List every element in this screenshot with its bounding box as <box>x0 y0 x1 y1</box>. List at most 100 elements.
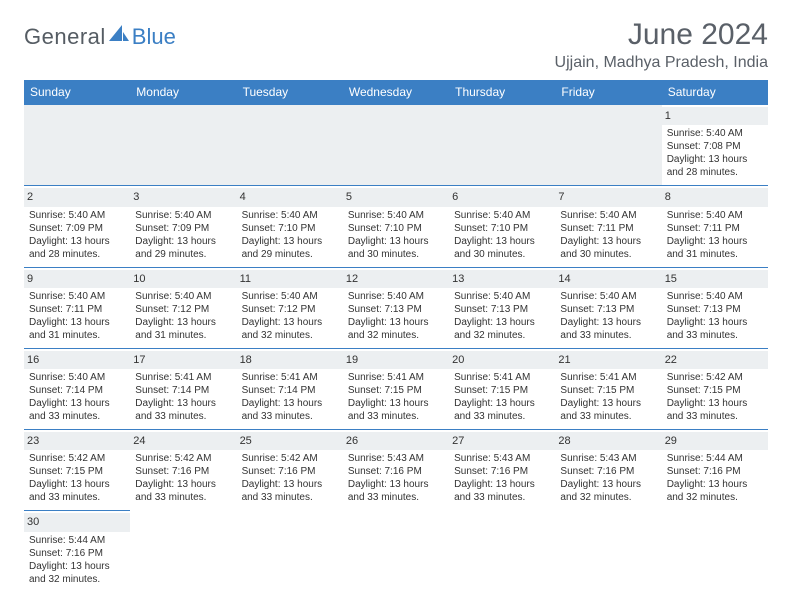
day-details: Sunrise: 5:43 AMSunset: 7:16 PMDaylight:… <box>559 452 657 504</box>
daylight-text: Daylight: 13 hours and 32 minutes. <box>667 478 763 504</box>
day-number: 24 <box>130 432 236 450</box>
day-number: 18 <box>237 351 343 369</box>
sunset-text: Sunset: 7:15 PM <box>560 384 656 397</box>
day-details: Sunrise: 5:40 AMSunset: 7:09 PMDaylight:… <box>28 209 126 261</box>
sunrise-text: Sunrise: 5:41 AM <box>454 371 550 384</box>
daylight-text: Daylight: 13 hours and 32 minutes. <box>242 316 338 342</box>
sunrise-text: Sunrise: 5:40 AM <box>135 290 231 303</box>
calendar-row: 23Sunrise: 5:42 AMSunset: 7:15 PMDayligh… <box>24 430 768 511</box>
daylight-text: Daylight: 13 hours and 31 minutes. <box>667 235 763 261</box>
sunset-text: Sunset: 7:14 PM <box>135 384 231 397</box>
day-cell: 9Sunrise: 5:40 AMSunset: 7:11 PMDaylight… <box>24 267 130 348</box>
day-number: 13 <box>449 270 555 288</box>
day-details: Sunrise: 5:40 AMSunset: 7:11 PMDaylight:… <box>28 290 126 342</box>
sunset-text: Sunset: 7:10 PM <box>454 222 550 235</box>
day-number: 25 <box>237 432 343 450</box>
day-cell: 4Sunrise: 5:40 AMSunset: 7:10 PMDaylight… <box>237 186 343 267</box>
day-cell: 10Sunrise: 5:40 AMSunset: 7:12 PMDayligh… <box>130 267 236 348</box>
daylight-text: Daylight: 13 hours and 33 minutes. <box>560 397 656 423</box>
daylight-text: Daylight: 13 hours and 33 minutes. <box>242 478 338 504</box>
day-number: 6 <box>449 188 555 206</box>
empty-cell <box>130 105 236 186</box>
day-cell: 30Sunrise: 5:44 AMSunset: 7:16 PMDayligh… <box>24 511 130 592</box>
sunrise-text: Sunrise: 5:40 AM <box>348 290 444 303</box>
day-cell: 3Sunrise: 5:40 AMSunset: 7:09 PMDaylight… <box>130 186 236 267</box>
day-cell: 11 Sunrise: 5:40 AMSunset: 7:12 PMDayligh… <box>237 267 343 348</box>
calendar-row: 2Sunrise: 5:40 AMSunset: 7:09 PMDaylight… <box>24 186 768 267</box>
sunrise-text: Sunrise: 5:41 AM <box>242 371 338 384</box>
daylight-text: Daylight: 13 hours and 31 minutes. <box>29 316 125 342</box>
sunrise-text: Sunrise: 5:40 AM <box>135 209 231 222</box>
day-number: 29 <box>662 432 768 450</box>
daylight-text: Daylight: 13 hours and 33 minutes. <box>29 478 125 504</box>
weekday-header: Sunday <box>24 80 130 105</box>
daylight-text: Daylight: 13 hours and 32 minutes. <box>454 316 550 342</box>
calendar-row: 1Sunrise: 5:40 AMSunset: 7:08 PMDaylight… <box>24 105 768 186</box>
day-details: Sunrise: 5:44 AMSunset: 7:16 PMDaylight:… <box>28 534 126 586</box>
daylight-text: Daylight: 13 hours and 32 minutes. <box>348 316 444 342</box>
sunset-text: Sunset: 7:15 PM <box>29 465 125 478</box>
day-details: Sunrise: 5:40 AMSunset: 7:13 PMDaylight:… <box>453 290 551 342</box>
daylight-text: Daylight: 13 hours and 33 minutes. <box>135 397 231 423</box>
day-cell: 19Sunrise: 5:41 AMSunset: 7:15 PMDayligh… <box>343 348 449 429</box>
day-details: Sunrise: 5:42 AMSunset: 7:16 PMDaylight:… <box>134 452 232 504</box>
sunset-text: Sunset: 7:16 PM <box>242 465 338 478</box>
day-cell: 8Sunrise: 5:40 AMSunset: 7:11 PMDaylight… <box>662 186 768 267</box>
sunset-text: Sunset: 7:15 PM <box>454 384 550 397</box>
weekday-header: Thursday <box>449 80 555 105</box>
sunset-text: Sunset: 7:15 PM <box>667 384 763 397</box>
day-details: Sunrise: 5:41 AMSunset: 7:14 PMDaylight:… <box>241 371 339 423</box>
daylight-text: Daylight: 13 hours and 28 minutes. <box>667 153 763 179</box>
daylight-text: Daylight: 13 hours and 29 minutes. <box>135 235 231 261</box>
sunset-text: Sunset: 7:09 PM <box>29 222 125 235</box>
day-number: 19 <box>343 351 449 369</box>
day-cell: 27Sunrise: 5:43 AMSunset: 7:16 PMDayligh… <box>449 430 555 511</box>
day-cell: 7Sunrise: 5:40 AMSunset: 7:11 PMDaylight… <box>555 186 661 267</box>
sunrise-text: Sunrise: 5:42 AM <box>242 452 338 465</box>
day-cell: 23Sunrise: 5:42 AMSunset: 7:15 PMDayligh… <box>24 430 130 511</box>
weekday-header: Saturday <box>662 80 768 105</box>
sunset-text: Sunset: 7:11 PM <box>560 222 656 235</box>
sunset-text: Sunset: 7:14 PM <box>29 384 125 397</box>
header: General Blue June 2024 Ujjain, Madhya Pr… <box>24 18 768 72</box>
day-details: Sunrise: 5:42 AMSunset: 7:15 PMDaylight:… <box>666 371 764 423</box>
day-number: 8 <box>662 188 768 206</box>
daylight-text: Daylight: 13 hours and 33 minutes. <box>242 397 338 423</box>
empty-cell <box>343 105 449 186</box>
day-cell: 20Sunrise: 5:41 AMSunset: 7:15 PMDayligh… <box>449 348 555 429</box>
empty-cell <box>130 511 236 592</box>
empty-cell <box>343 511 449 592</box>
weekday-header-row: SundayMondayTuesdayWednesdayThursdayFrid… <box>24 80 768 105</box>
day-number: 11 <box>237 270 343 288</box>
sunrise-text: Sunrise: 5:40 AM <box>29 290 125 303</box>
logo-text-general: General <box>24 24 106 50</box>
weekday-header: Tuesday <box>237 80 343 105</box>
sunset-text: Sunset: 7:11 PM <box>29 303 125 316</box>
empty-cell <box>237 105 343 186</box>
day-cell: 15Sunrise: 5:40 AMSunset: 7:13 PMDayligh… <box>662 267 768 348</box>
day-number: 10 <box>130 270 236 288</box>
empty-cell <box>662 511 768 592</box>
sunrise-text: Sunrise: 5:40 AM <box>560 209 656 222</box>
title-block: June 2024 Ujjain, Madhya Pradesh, India <box>555 18 768 72</box>
day-number: 14 <box>555 270 661 288</box>
calendar-table: SundayMondayTuesdayWednesdayThursdayFrid… <box>24 80 768 592</box>
sunrise-text: Sunrise: 5:44 AM <box>667 452 763 465</box>
empty-cell <box>555 511 661 592</box>
day-details: Sunrise: 5:41 AMSunset: 7:15 PMDaylight:… <box>559 371 657 423</box>
sunrise-text: Sunrise: 5:40 AM <box>454 290 550 303</box>
sunset-text: Sunset: 7:15 PM <box>348 384 444 397</box>
sunrise-text: Sunrise: 5:41 AM <box>135 371 231 384</box>
day-details: Sunrise: 5:42 AMSunset: 7:15 PMDaylight:… <box>28 452 126 504</box>
day-cell: 21Sunrise: 5:41 AMSunset: 7:15 PMDayligh… <box>555 348 661 429</box>
day-cell: 13 Sunrise: 5:40 AMSunset: 7:13 PMDayligh… <box>449 267 555 348</box>
day-number: 27 <box>449 432 555 450</box>
daylight-text: Daylight: 13 hours and 31 minutes. <box>135 316 231 342</box>
empty-cell <box>449 511 555 592</box>
sunrise-text: Sunrise: 5:41 AM <box>560 371 656 384</box>
sunrise-text: Sunrise: 5:40 AM <box>242 290 338 303</box>
sunrise-text: Sunrise: 5:42 AM <box>29 452 125 465</box>
day-cell: 25 Sunrise: 5:42 AMSunset: 7:16 PMDayligh… <box>237 430 343 511</box>
day-number: 2 <box>24 188 130 206</box>
day-details: Sunrise: 5:40 AMSunset: 7:12 PMDaylight:… <box>241 290 339 342</box>
